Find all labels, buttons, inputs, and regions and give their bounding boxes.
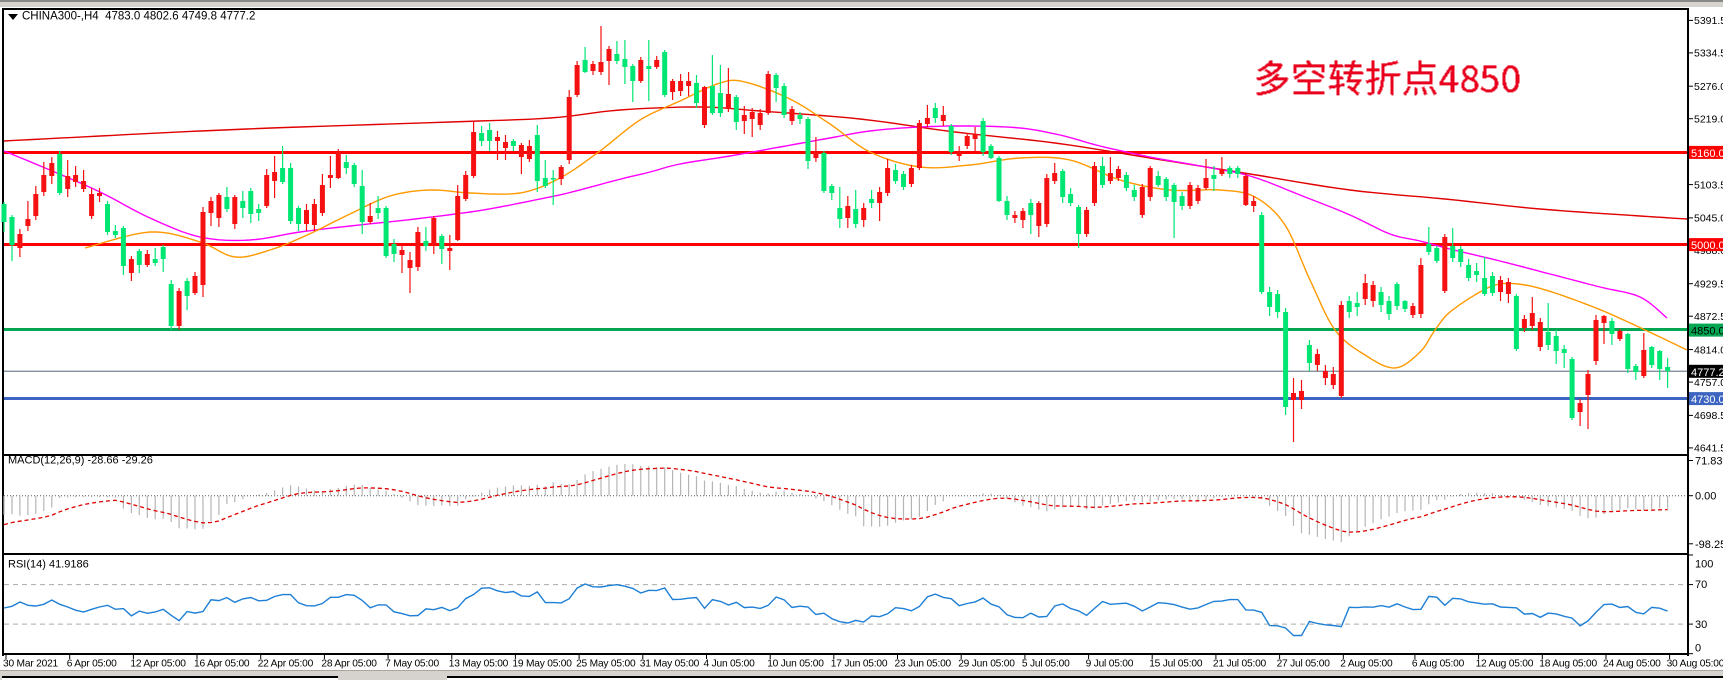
svg-text:4730.0: 4730.0 — [1691, 394, 1723, 406]
svg-text:4814.0: 4814.0 — [1694, 344, 1723, 356]
svg-text:CHINA300-,H4 4783.0 4802.6 47: CHINA300-,H4 4783.0 4802.6 4749.8 4777.2 — [22, 11, 255, 23]
svg-text:5219.0: 5219.0 — [1694, 114, 1723, 126]
svg-text:5160.0: 5160.0 — [1691, 148, 1723, 160]
svg-text:4757.0: 4757.0 — [1694, 377, 1723, 389]
svg-text:30 Aug 05:00: 30 Aug 05:00 — [1667, 659, 1723, 670]
svg-text:-98.25: -98.25 — [1695, 539, 1723, 551]
svg-text:5045.0: 5045.0 — [1694, 213, 1723, 225]
svg-text:2 Aug 05:00: 2 Aug 05:00 — [1340, 659, 1393, 670]
svg-text:16 Apr 05:00: 16 Apr 05:00 — [194, 659, 250, 670]
svg-text:24 Aug 05:00: 24 Aug 05:00 — [1603, 659, 1661, 670]
svg-text:MACD(12,26,9) -28.66 -29.26: MACD(12,26,9) -28.66 -29.26 — [8, 455, 153, 467]
svg-text:23 Jun 05:00: 23 Jun 05:00 — [895, 659, 952, 670]
svg-text:7 May 05:00: 7 May 05:00 — [385, 659, 439, 670]
svg-text:5334.5: 5334.5 — [1694, 48, 1723, 60]
svg-text:29 Jun 05:00: 29 Jun 05:00 — [958, 659, 1015, 670]
svg-text:9 Jul 05:00: 9 Jul 05:00 — [1086, 659, 1134, 670]
svg-text:10 Jun 05:00: 10 Jun 05:00 — [767, 659, 824, 670]
svg-text:5391.5: 5391.5 — [1694, 15, 1723, 27]
svg-text:18 Aug 05:00: 18 Aug 05:00 — [1539, 659, 1597, 670]
svg-text:5103.5: 5103.5 — [1694, 179, 1723, 191]
svg-text:5276.0: 5276.0 — [1694, 81, 1723, 93]
svg-text:4872.5: 4872.5 — [1694, 311, 1723, 323]
svg-text:17 Jun 05:00: 17 Jun 05:00 — [831, 659, 888, 670]
svg-text:RSI(14) 41.9186: RSI(14) 41.9186 — [8, 559, 89, 571]
svg-text:12 Aug 05:00: 12 Aug 05:00 — [1476, 659, 1534, 670]
svg-text:21 Jul 05:00: 21 Jul 05:00 — [1213, 659, 1267, 670]
svg-text:6 Apr 05:00: 6 Apr 05:00 — [67, 659, 117, 670]
svg-text:71.83: 71.83 — [1695, 456, 1723, 468]
svg-text:4929.5: 4929.5 — [1694, 279, 1723, 291]
svg-text:5 Jul 05:00: 5 Jul 05:00 — [1022, 659, 1070, 670]
svg-text:22 Apr 05:00: 22 Apr 05:00 — [258, 659, 314, 670]
svg-text:70: 70 — [1695, 579, 1707, 591]
svg-text:0: 0 — [1695, 643, 1701, 655]
svg-text:27 Jul 05:00: 27 Jul 05:00 — [1277, 659, 1331, 670]
svg-text:4 Jun 05:00: 4 Jun 05:00 — [704, 659, 756, 670]
svg-text:13 May 05:00: 13 May 05:00 — [449, 659, 509, 670]
svg-text:19 May 05:00: 19 May 05:00 — [512, 659, 572, 670]
svg-text:30 Mar 2021: 30 Mar 2021 — [3, 659, 59, 670]
svg-text:100: 100 — [1695, 559, 1713, 571]
svg-text:4777.2: 4777.2 — [1691, 367, 1723, 379]
svg-text:6 Aug 05:00: 6 Aug 05:00 — [1412, 659, 1465, 670]
svg-text:4850.0: 4850.0 — [1691, 326, 1723, 338]
svg-text:0.00: 0.00 — [1695, 491, 1716, 503]
svg-text:15 Jul 05:00: 15 Jul 05:00 — [1149, 659, 1203, 670]
svg-text:5000.0: 5000.0 — [1691, 240, 1723, 252]
svg-text:28 Apr 05:00: 28 Apr 05:00 — [321, 659, 377, 670]
svg-text:25 May 05:00: 25 May 05:00 — [576, 659, 636, 670]
svg-text:12 Apr 05:00: 12 Apr 05:00 — [130, 659, 186, 670]
svg-text:31 May 05:00: 31 May 05:00 — [640, 659, 700, 670]
svg-text:4641.5: 4641.5 — [1694, 443, 1723, 455]
svg-text:4698.5: 4698.5 — [1694, 410, 1723, 422]
svg-text:30: 30 — [1695, 619, 1707, 631]
